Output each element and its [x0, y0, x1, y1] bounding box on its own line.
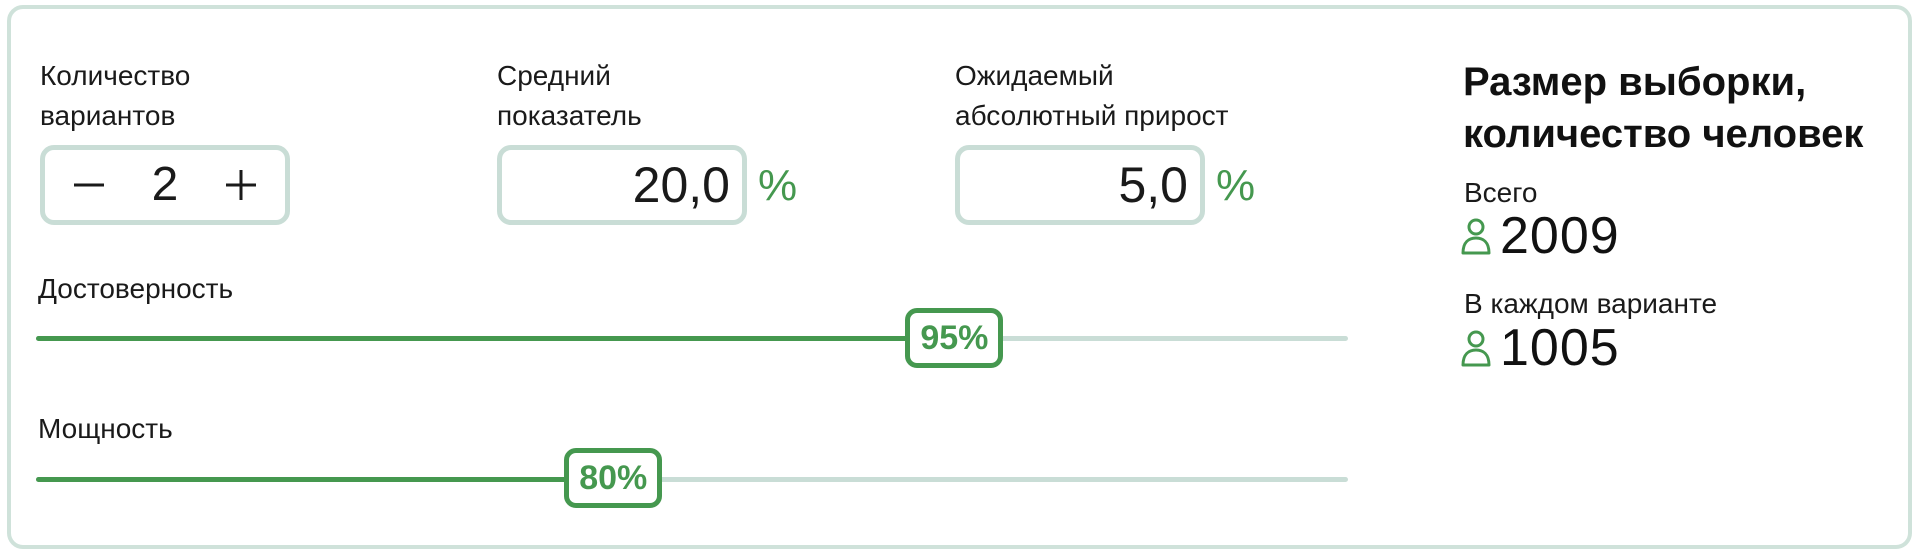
power-label: Мощность: [38, 413, 173, 444]
total-result: 2009: [1460, 206, 1620, 266]
uplift-label: Ожидаемый абсолютный прирост: [955, 60, 1229, 131]
confidence-slider-handle[interactable]: 95%: [905, 308, 1004, 368]
uplift-input[interactable]: 5,0: [955, 145, 1205, 225]
person-icon: [1460, 328, 1492, 368]
average-unit: %: [758, 161, 798, 210]
person-icon: [1460, 216, 1492, 256]
average-input[interactable]: 20,0: [497, 145, 747, 225]
results-title: Размер выборки, количество человек: [1463, 60, 1864, 156]
sample-size-calculator-card: [7, 5, 1912, 549]
variants-stepper: 2: [40, 145, 290, 225]
confidence-slider[interactable]: [36, 336, 1348, 341]
power-slider-handle[interactable]: 80%: [564, 448, 663, 508]
per-variant-result: 1005: [1460, 318, 1620, 378]
uplift-value: 5,0: [1118, 157, 1188, 213]
variants-label: Количество вариантов: [40, 60, 191, 131]
per-variant-value: 1005: [1500, 319, 1620, 377]
average-value: 20,0: [632, 157, 730, 213]
variants-value[interactable]: 2: [151, 158, 179, 211]
uplift-unit: %: [1216, 161, 1256, 210]
total-label: Всего: [1464, 177, 1538, 208]
power-slider[interactable]: [36, 477, 1348, 482]
minus-icon: [74, 183, 104, 187]
plus-icon: [225, 170, 256, 200]
increment-button[interactable]: [219, 155, 263, 215]
confidence-slider-fill: [36, 336, 955, 341]
decrement-button[interactable]: [67, 155, 111, 215]
power-slider-fill: [36, 477, 614, 482]
average-label: Средний показатель: [497, 60, 642, 131]
per-variant-label: В каждом варианте: [1464, 288, 1718, 319]
total-value: 2009: [1500, 207, 1620, 265]
confidence-label: Достоверность: [38, 273, 234, 304]
